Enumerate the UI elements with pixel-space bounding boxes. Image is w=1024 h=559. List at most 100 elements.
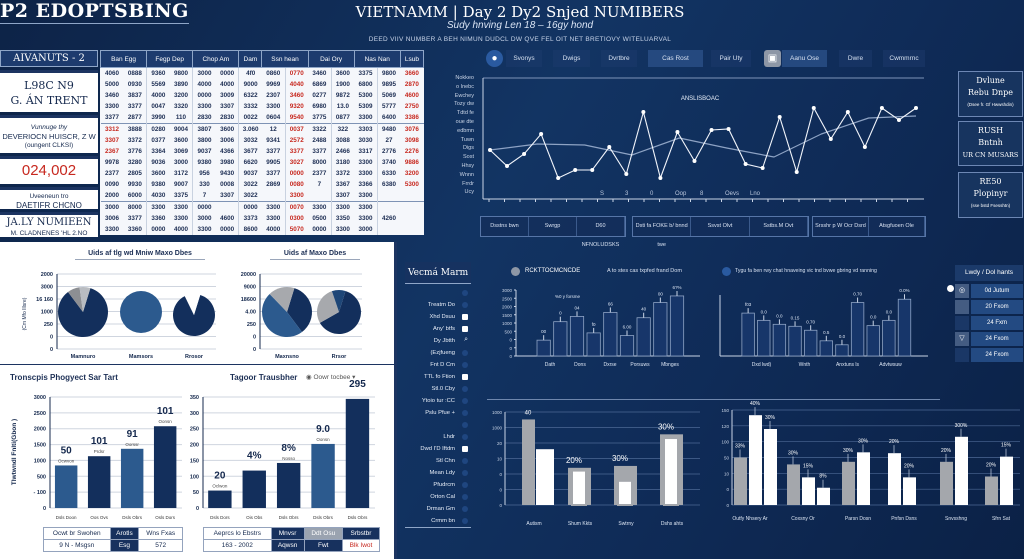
- sidebar-item[interactable]: Stl.0 Cby: [405, 383, 471, 395]
- table-cell: 3098: [404, 136, 419, 144]
- table-cell: 0770: [289, 69, 304, 77]
- info-text: Vunnuge thy: [30, 124, 68, 131]
- bar-value-label: 101: [157, 406, 174, 417]
- info-text: L98C N9: [24, 79, 74, 92]
- sidebar-item[interactable]: (Ezjfueng: [405, 347, 471, 359]
- sidebar-item[interactable]: Drman Gm: [405, 503, 471, 515]
- sidebar-item[interactable]: Stl Chn: [405, 455, 471, 467]
- stat-card[interactable]: RUSH Bntnh UR CN MUSARS: [958, 121, 1023, 166]
- table-cell: 9886: [404, 159, 419, 167]
- legend-item[interactable]: 24 Fxm: [955, 316, 1023, 330]
- sidebar-item-label: Treatm Do: [427, 302, 455, 308]
- table-cell: 3677: [243, 147, 258, 155]
- table-cell: 0860: [261, 67, 286, 79]
- y-axis-label: 0: [43, 506, 46, 512]
- x-axis-label: Anxtuns ls: [836, 362, 860, 368]
- table-row: 3377 2877 3990 110 2830 2830 0022 0604 9540 3775 0…: [101, 112, 424, 124]
- y-axis-label: 0: [253, 335, 256, 341]
- strip-button[interactable]: D60 NFNOLUDSKS: [577, 217, 625, 248]
- nav-item[interactable]: Svonys: [506, 50, 542, 67]
- nav-item[interactable]: Dvrtbre: [601, 50, 637, 67]
- table-cell: 9037: [197, 147, 212, 155]
- table-cell: 3377: [308, 145, 332, 157]
- table-row: 2367 3776 3364 3069 9037 4366 3677 3377 3377 3377…: [101, 145, 424, 157]
- table-cell: 3600: [151, 170, 166, 178]
- sidebar-item[interactable]: [405, 287, 471, 299]
- x-axis-label: 0: [650, 191, 654, 197]
- nav-item[interactable]: Pair Uty: [711, 50, 751, 67]
- table-cell: 3360: [123, 224, 148, 236]
- legend-item[interactable]: 24 Fxom: [955, 348, 1023, 362]
- strip-button[interactable]: Ssvst Olvt: [691, 217, 750, 236]
- legend-item[interactable]: ▽ 24 Fxom: [955, 332, 1023, 346]
- y-axis-label: 1000: [502, 321, 513, 326]
- sidebar-item[interactable]: TTL fo Ftion: [405, 371, 471, 383]
- strip-button[interactable]: Swrgp: [529, 217, 577, 236]
- sidebar-item[interactable]: Pslu Pfue +: [405, 407, 471, 419]
- card-note: (Dsee fr. Gf Hwwshdin): [967, 102, 1014, 107]
- sidebar-item[interactable]: Any' btfs: [405, 323, 471, 335]
- strip-button[interactable]: Dsti fa FOKE b/ bnnd twe: [633, 217, 692, 248]
- camera-icon[interactable]: ▣: [764, 50, 781, 67]
- table-cell: 3300: [354, 168, 378, 180]
- legend-item[interactable]: 20 Fxom: [955, 300, 1023, 314]
- sidebar-item[interactable]: Xhd Dsuu: [405, 311, 471, 323]
- checkbox-icon[interactable]: [462, 314, 468, 320]
- sidebar-item[interactable]: Fnt D Cm: [405, 359, 471, 371]
- strip-button[interactable]: Atsgfuoen Ole: [869, 217, 925, 236]
- table-cell: 0000: [215, 224, 240, 236]
- table-cell: 9036: [151, 159, 166, 167]
- y-axis-label: 0: [726, 487, 729, 492]
- button-group: Dsstns bwn Swrgp D60 NFNOLUDSKS: [480, 216, 626, 248]
- stat-card[interactable]: RE50 Plopinyr (sse bstd Fsesshtn): [958, 172, 1023, 218]
- table-cell: 2488: [308, 134, 332, 146]
- sidebar-item[interactable]: Dy Jbtth ⌕: [405, 335, 471, 347]
- radio-icon[interactable]: ◉: [306, 374, 312, 381]
- legend-selector-icon[interactable]: [947, 285, 954, 292]
- nav-item[interactable]: Dwigs: [553, 50, 590, 67]
- search-icon[interactable]: ⌕: [464, 336, 468, 343]
- table-cell: 3377: [261, 168, 286, 180]
- summary-cell: Ddt Osu: [303, 527, 343, 540]
- summary-cell: Esg: [109, 539, 140, 552]
- sidebar-item[interactable]: Dwd I'D Iftdm: [405, 443, 471, 455]
- sidebar-item[interactable]: Orton Cal: [405, 491, 471, 503]
- checkbox-icon[interactable]: [462, 446, 468, 452]
- card-text: UR CN MUSARS: [962, 151, 1019, 159]
- strip-button[interactable]: Dsstns bwn: [481, 217, 529, 236]
- sidebar-item[interactable]: [405, 419, 471, 431]
- chart-option-select[interactable]: ◉ Oowr tocbee ▾: [306, 373, 355, 381]
- y-axis-label: 120: [721, 424, 729, 429]
- y-axis-label: o Inebc: [455, 83, 474, 90]
- nav-item-active[interactable]: Aanu Ose: [782, 50, 827, 67]
- table-cell: 3888: [123, 122, 148, 135]
- bar-chart-title: Tagoor Trausbher: [230, 373, 298, 382]
- stat-card[interactable]: Dvlune Rebu Dnpe (Dsee fr. Gf Hwwshdin): [958, 71, 1023, 117]
- card-note: (sse bstd Fsesshtn): [970, 203, 1011, 208]
- table-cell: 3890: [169, 78, 194, 90]
- table-cell: 3980: [215, 157, 240, 169]
- checkbox-icon[interactable]: [462, 374, 468, 380]
- strip-button[interactable]: Sstbs.M Ovt: [750, 217, 808, 236]
- table-cell: 0000: [215, 67, 240, 79]
- strip-button[interactable]: Srsshr p W Ocr Dsrd: [813, 217, 869, 236]
- legend-item[interactable]: ◎ 0d Jutum: [955, 284, 1023, 298]
- sidebar-item[interactable]: Ytoio tur :CC: [405, 395, 471, 407]
- nav-item[interactable]: Cwmmrnc: [883, 50, 925, 67]
- nav-item-active[interactable]: Cas Rost: [648, 50, 703, 67]
- sidebar-item[interactable]: Lhdr: [405, 431, 471, 443]
- sidebar-item-label: Dy Jbtth: [433, 338, 455, 344]
- sidebar-item-label: Xhd Dsuu: [429, 314, 455, 320]
- table-row: 0090 9930 9380 9007 330 0008 3022 2869 0080 7 3367…: [101, 179, 424, 191]
- checkbox-icon[interactable]: [462, 326, 468, 332]
- location-pin-icon[interactable]: ●: [486, 50, 503, 67]
- sidebar-item[interactable]: Mean Ldy: [405, 467, 471, 479]
- bar-value-label: 0.0: [839, 334, 846, 339]
- x-axis-label: Autism: [526, 521, 541, 527]
- y-axis-label: 2500: [34, 411, 46, 417]
- sidebar-item[interactable]: Pfudrcm: [405, 479, 471, 491]
- sidebar-item[interactable]: Treatm Do: [405, 299, 471, 311]
- nav-item[interactable]: Dwre: [839, 50, 872, 67]
- y-axis-label: 9000: [244, 285, 256, 291]
- sidebar-item[interactable]: Crmm bn: [405, 515, 471, 527]
